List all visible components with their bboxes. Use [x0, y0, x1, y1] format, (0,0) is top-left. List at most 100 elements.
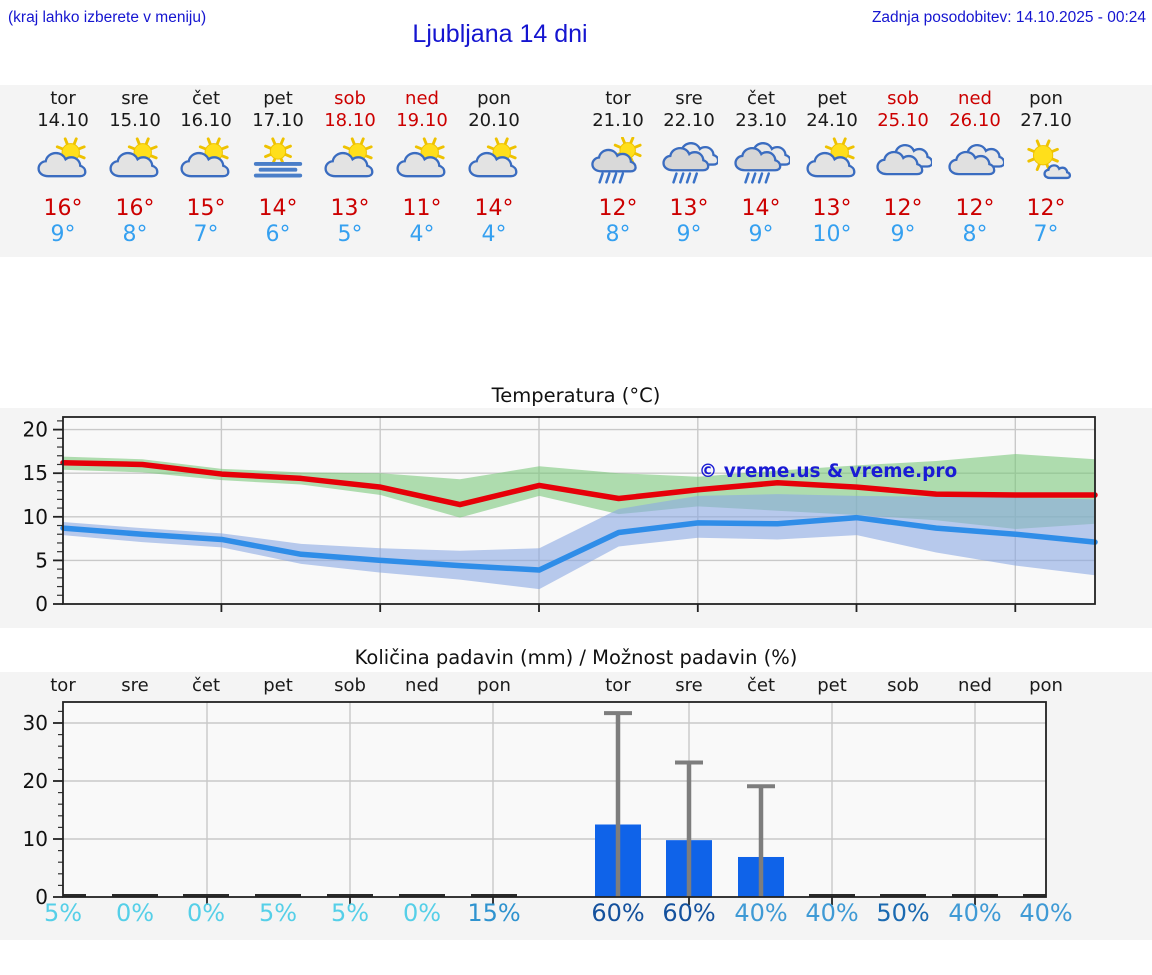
weather-icon-box [27, 137, 99, 191]
sun-disc [1032, 145, 1054, 166]
precip-probability-label: 40% [805, 899, 859, 927]
cloud-shape [109, 151, 159, 178]
precip-day-label: pon [477, 675, 511, 696]
weather-icon-box [458, 137, 530, 191]
precip-day-label: pet [263, 675, 293, 696]
day-name: ned [405, 88, 439, 109]
plot-area [63, 702, 1046, 897]
day-name: sob [887, 88, 919, 109]
weather-icon-box [314, 137, 386, 191]
day-date: 19.10 [396, 110, 448, 131]
day-date: 15.10 [109, 110, 161, 131]
day-column-26.10[interactable]: ned 26.10 12° 8° [939, 88, 1011, 248]
day-date: 18.10 [324, 110, 376, 131]
cloud-shape [324, 151, 374, 178]
precip-probability-label: 0% [115, 899, 155, 927]
day-date: 16.10 [180, 110, 232, 131]
precip-probability-label: 40% [1019, 899, 1073, 927]
day-column-27.10[interactable]: pon 27.10 12° 7° [1010, 88, 1082, 248]
fog-lines [253, 162, 303, 178]
zero-precip-stub [327, 894, 373, 897]
cloud-shape [948, 150, 996, 176]
rain-drops [744, 172, 770, 184]
day-column-16.10[interactable]: čet 16.10 15° 7° [170, 88, 242, 248]
weather-icon-box [867, 137, 939, 191]
partly-cloudy-icon [806, 137, 856, 178]
day-column-18.10[interactable]: sob 18.10 13° 5° [314, 88, 386, 248]
watermark-link[interactable]: © vreme.us & vreme.pro [699, 461, 957, 482]
zero-precip-stub [880, 894, 926, 897]
precipitation-chart-title: Količina padavin (mm) / Možnost padavin … [354, 646, 798, 669]
day-column-23.10[interactable]: čet 23.10 14° 9° [725, 88, 797, 248]
weather-icon-box [1010, 137, 1082, 191]
precip-probability-label: 0% [186, 899, 226, 927]
weather-icon-box [725, 137, 797, 191]
max-temperature: 16° [115, 196, 155, 221]
sun-rays [264, 137, 292, 166]
cloud-shape [468, 151, 518, 178]
day-column-24.10[interactable]: pet 24.10 13° 10° [796, 88, 868, 248]
temperature-chart-title: Temperatura (°C) [491, 384, 661, 407]
partly-cloudy-icon [109, 137, 159, 178]
max-temperature: 13° [812, 196, 852, 221]
day-date: 24.10 [806, 110, 858, 131]
plot-border [62, 416, 1096, 605]
day-column-19.10[interactable]: ned 19.10 11° 4° [386, 88, 458, 248]
precip-day-label: pon [1029, 675, 1063, 696]
zero-precip-stub [255, 894, 301, 897]
min-temperature: 4° [409, 222, 435, 247]
day-name: pet [817, 88, 847, 109]
day-name: sre [121, 88, 149, 109]
min-temperature: 8° [962, 222, 988, 247]
day-column-25.10[interactable]: sob 25.10 12° 9° [867, 88, 939, 248]
min-temperature: 9° [676, 222, 702, 247]
precip-day-label: ned [405, 675, 439, 696]
day-column-20.10[interactable]: pon 20.10 14° 4° [458, 88, 530, 248]
day-date: 21.10 [592, 110, 644, 131]
zero-precip-stub [1023, 894, 1046, 897]
day-date: 23.10 [735, 110, 787, 131]
sun-rays [1027, 139, 1059, 171]
precip-day-label: pet [817, 675, 847, 696]
day-name: tor [605, 88, 631, 109]
precip-day-label: sob [887, 675, 919, 696]
max-temperature: 13° [669, 196, 709, 221]
day-name: čet [191, 88, 221, 109]
weather-icon-box [653, 137, 725, 191]
zero-precip-stub [112, 894, 158, 897]
day-column-15.10[interactable]: sre 15.10 16° 8° [99, 88, 171, 248]
location-menu-hint: (kraj lahko izberete v meniju) [8, 9, 207, 26]
day-date: 22.10 [663, 110, 715, 131]
cloudy-icon [948, 143, 1006, 176]
partly-cloudy-icon [324, 137, 374, 178]
partly-cloudy-icon [37, 137, 87, 178]
precip-probability-label: 60% [591, 899, 645, 927]
precip-probability-label: 0% [402, 899, 442, 927]
day-column-17.10[interactable]: pet 17.10 14° 6° [242, 88, 314, 248]
day-name: pon [1029, 88, 1063, 109]
cloud-shape [662, 146, 710, 172]
day-column-22.10[interactable]: sre 22.10 13° 9° [653, 88, 725, 248]
day-name: ned [958, 88, 992, 109]
day-column-21.10[interactable]: tor 21.10 12° 8° [582, 88, 654, 248]
fog-sun-icon [253, 137, 303, 178]
zero-precip-stub [471, 894, 517, 897]
max-temperature: 12° [598, 196, 638, 221]
precip-day-label: sob [334, 675, 366, 696]
sun-disc [269, 143, 287, 160]
y-tick-label: 20 [23, 418, 48, 442]
min-temperature: 7° [193, 222, 219, 247]
day-column-14.10[interactable]: tor 14.10 16° 9° [27, 88, 99, 248]
zero-precip-stub [809, 894, 855, 897]
weather-icon-box [582, 136, 654, 191]
precip-probability-label: 5% [43, 899, 83, 927]
day-date: 27.10 [1020, 110, 1072, 131]
tmin-line [60, 514, 1098, 573]
y-tick-label: 10 [23, 505, 48, 529]
precip-day-label: tor [605, 675, 631, 696]
precip-day-label: ned [958, 675, 992, 696]
day-date: 25.10 [877, 110, 929, 131]
day-name: tor [50, 88, 76, 109]
precip-probability-label: 40% [734, 899, 788, 927]
zero-precip-stub [183, 894, 229, 897]
